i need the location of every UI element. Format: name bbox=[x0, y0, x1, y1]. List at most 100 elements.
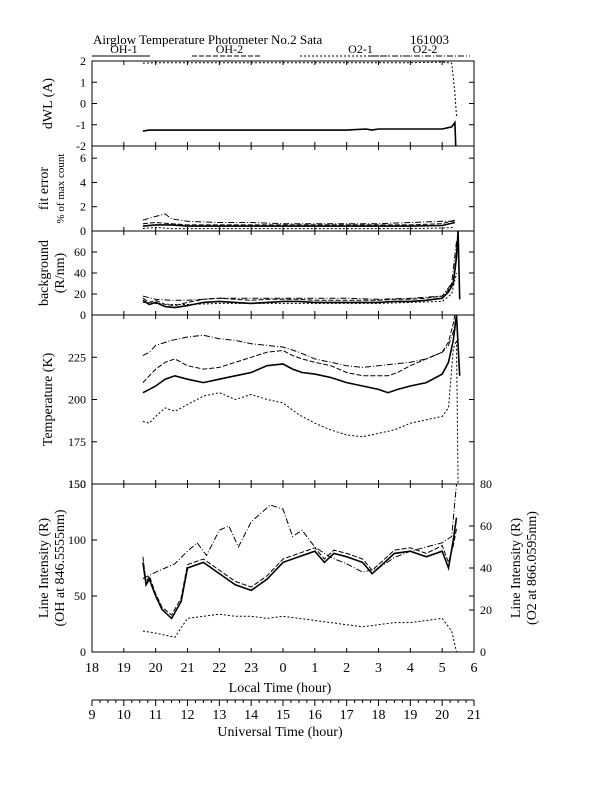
local-time-tick-label: 5 bbox=[439, 661, 446, 676]
local-time-tick-label: 6 bbox=[471, 661, 478, 676]
series-o2-1 bbox=[142, 340, 459, 484]
universal-time-axis: 9 10 11 12 13 14 15 16 17 18 19 20 21 bbox=[89, 699, 481, 723]
local-time-tick-label: 1 bbox=[311, 661, 318, 676]
date-code: 161003 bbox=[410, 32, 449, 47]
y-tick-label: 200 bbox=[68, 393, 86, 407]
series-o2-2 bbox=[142, 213, 455, 225]
y-axis-label: background bbox=[37, 240, 52, 306]
local-time-tick-label: 20 bbox=[149, 661, 163, 676]
y-tick-label: 150 bbox=[68, 477, 86, 491]
ut-tick-label: 18 bbox=[372, 708, 386, 723]
ut-tick-label: 10 bbox=[117, 708, 131, 723]
ut-tick-label: 16 bbox=[308, 708, 322, 723]
series-oh-1 bbox=[142, 231, 461, 309]
local-time-axis: 18 19 20 21 22 23 0 1 2 3 4 5 6 bbox=[85, 661, 478, 676]
y-tick-label: 0 bbox=[80, 97, 86, 111]
ut-tick-label: 11 bbox=[149, 708, 162, 723]
y-tick-label: 175 bbox=[68, 435, 86, 449]
y-axis-label: (OH at 846.5555nm) bbox=[53, 509, 68, 626]
local-time-tick-label: 22 bbox=[212, 661, 226, 676]
panel-frame bbox=[91, 145, 475, 232]
series-o2-2 bbox=[142, 241, 457, 301]
y-right-tick-label: 40 bbox=[480, 561, 492, 575]
y-right-tick-label: 0 bbox=[480, 645, 486, 659]
y-right-tick-label: 20 bbox=[480, 603, 492, 617]
ut-tick-label: 19 bbox=[403, 708, 417, 723]
series-o2-2 bbox=[142, 484, 457, 579]
y-tick-label: 1 bbox=[80, 75, 86, 89]
y-tick-label: 225 bbox=[68, 350, 86, 364]
local-time-tick-label: 0 bbox=[280, 661, 287, 676]
local-time-tick-label: 18 bbox=[85, 661, 99, 676]
local-time-tick-label: 19 bbox=[117, 661, 131, 676]
y-tick-label: 2 bbox=[80, 54, 86, 68]
y-axis-label: fit error bbox=[37, 167, 52, 210]
y-tick-label: 60 bbox=[74, 245, 86, 259]
series-o2-1 bbox=[142, 613, 457, 652]
series-oh-1 bbox=[142, 517, 458, 620]
series-oh-2 bbox=[142, 315, 456, 383]
y-tick-label: -1 bbox=[76, 118, 86, 132]
y-tick-label: 0 bbox=[80, 224, 86, 238]
chart-title: Airglow Temperature Photometer No.2 Sata bbox=[93, 32, 323, 47]
series-o2-1 bbox=[142, 272, 457, 305]
legend-label-o2-2: O2-2 bbox=[413, 42, 438, 56]
ut-tick-label: 12 bbox=[181, 708, 195, 723]
ut-tick-label: 21 bbox=[467, 708, 481, 723]
y-tick-label: 100 bbox=[68, 533, 86, 547]
series-o2-1 bbox=[142, 226, 455, 230]
ut-tick-label: 15 bbox=[276, 708, 290, 723]
ut-tick-label: 9 bbox=[89, 708, 96, 723]
y-tick-label: 2 bbox=[80, 200, 86, 214]
y-right-axis-label: (O2 at 866.0595nm) bbox=[525, 511, 540, 625]
y-tick-label: 40 bbox=[74, 266, 86, 280]
y-tick-label: 50 bbox=[74, 589, 86, 603]
local-time-tick-label: 2 bbox=[343, 661, 350, 676]
y-axis-label: % of max count bbox=[55, 154, 67, 224]
panel-frame bbox=[91, 314, 475, 485]
ut-tick-label: 17 bbox=[340, 708, 354, 723]
y-tick-label: 0 bbox=[80, 308, 86, 322]
y-axis-label: dWL (A) bbox=[41, 78, 56, 130]
legend-label-oh-1: OH-1 bbox=[110, 42, 137, 56]
ut-tick-label: 20 bbox=[435, 708, 449, 723]
panel-frame bbox=[91, 60, 475, 147]
y-right-tick-label: 60 bbox=[480, 519, 492, 533]
legend-label-oh-2: OH-2 bbox=[216, 42, 243, 56]
local-time-tick-label: 23 bbox=[244, 661, 258, 676]
series-oh-1 bbox=[142, 315, 461, 394]
panel-1: 0 2 4 6 fit error% of max count bbox=[37, 145, 475, 238]
y-axis-label: Temperature (K) bbox=[41, 352, 56, 446]
y-tick-label: 4 bbox=[80, 175, 86, 189]
series-o2-2 bbox=[142, 315, 457, 368]
y-axis-label: (R/nm) bbox=[53, 252, 68, 293]
y-right-tick-label: 80 bbox=[480, 477, 492, 491]
series-oh-2 bbox=[142, 528, 457, 616]
y-tick-label: 20 bbox=[74, 287, 86, 301]
y-right-axis-label: Line Intensity (R) bbox=[509, 518, 524, 619]
series-o2-1 bbox=[142, 61, 457, 117]
local-time-label: Local Time (hour) bbox=[229, 681, 332, 696]
local-time-tick-label: 21 bbox=[181, 661, 195, 676]
panel-3: 150 175 200 225 Temperature (K) bbox=[41, 314, 475, 491]
legend: OH-1 OH-2 O2-1 O2-2 bbox=[92, 42, 470, 57]
local-time-tick-label: 4 bbox=[407, 661, 414, 676]
ut-tick-label: 13 bbox=[212, 708, 226, 723]
y-tick-label: 150 bbox=[68, 477, 86, 491]
panels: -2 -1 0 1 2 dWL (A) 0 2 4 6 fit error% of max coun… bbox=[37, 54, 540, 659]
legend-label-o2-1: O2-1 bbox=[348, 42, 373, 56]
series-oh-2 bbox=[142, 231, 459, 307]
local-time-tick-label: 3 bbox=[375, 661, 382, 676]
series-oh-1 bbox=[142, 221, 456, 227]
ut-tick-label: 14 bbox=[244, 708, 258, 723]
series-oh-2 bbox=[142, 219, 456, 226]
y-tick-label: 0 bbox=[80, 645, 86, 659]
panel-2: 0 20 40 60 background (R/nm) bbox=[37, 230, 475, 322]
y-tick-label: -2 bbox=[76, 139, 86, 153]
universal-time-label: Universal Time (hour) bbox=[217, 725, 343, 740]
y-axis-label: Line Intensity (R) bbox=[37, 518, 52, 619]
y-tick-label: 6 bbox=[80, 151, 86, 165]
series-oh-1 bbox=[142, 120, 457, 146]
